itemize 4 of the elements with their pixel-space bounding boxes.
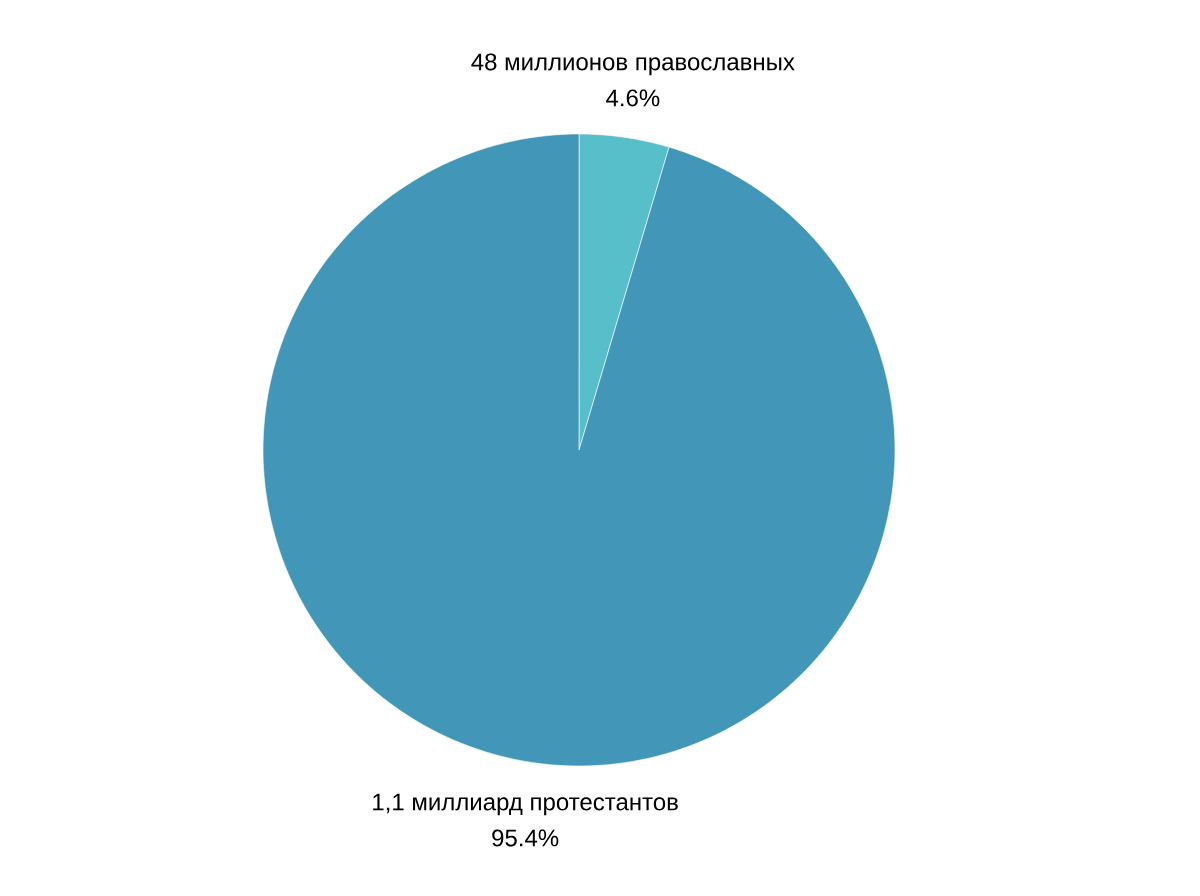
data-label: 95.4% xyxy=(492,829,559,847)
slice-label: 1,1 миллиард протестантов xyxy=(373,793,678,816)
data-label: 4.6% xyxy=(606,89,660,107)
slice-label: 48 миллионов православных xyxy=(471,53,795,76)
